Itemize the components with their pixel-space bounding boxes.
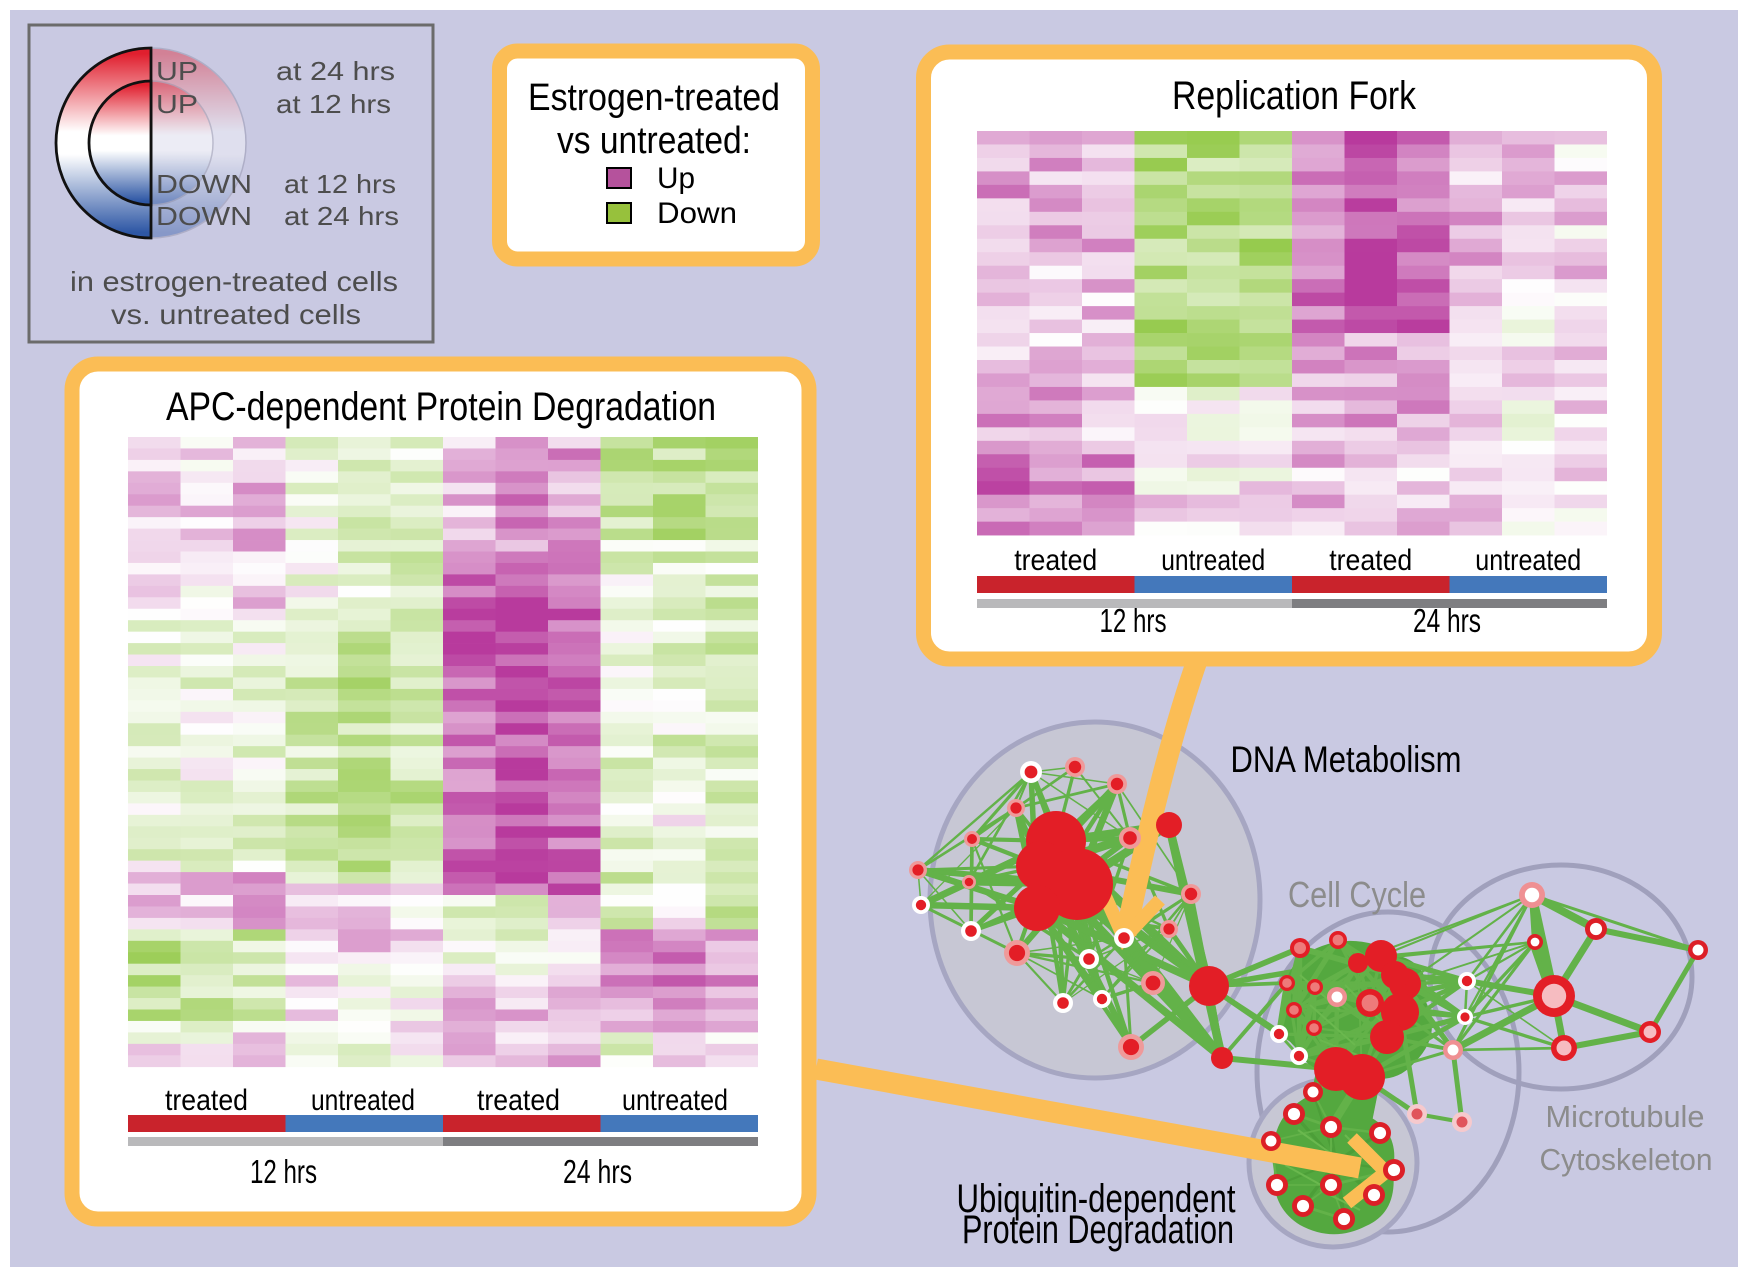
svg-text:UP: UP	[156, 56, 198, 86]
svg-text:vs. untreated cells: vs. untreated cells	[111, 299, 361, 330]
svg-text:at 24 hrs: at 24 hrs	[284, 201, 399, 231]
svg-text:treated: treated	[1329, 544, 1412, 577]
svg-text:24 hrs: 24 hrs	[563, 1153, 632, 1190]
svg-text:UP: UP	[156, 89, 198, 119]
svg-text:vs untreated:: vs untreated:	[557, 120, 751, 162]
svg-text:24 hrs: 24 hrs	[1413, 602, 1481, 639]
svg-text:treated: treated	[165, 1084, 248, 1117]
svg-text:DNA Metabolism: DNA Metabolism	[1231, 739, 1462, 780]
svg-text:DOWN: DOWN	[156, 201, 252, 231]
svg-text:at 24 hrs: at 24 hrs	[276, 56, 395, 86]
svg-text:Up: Up	[657, 162, 695, 195]
svg-text:untreated: untreated	[311, 1084, 415, 1117]
svg-text:Ubiquitin-dependent: Ubiquitin-dependent	[957, 1177, 1236, 1221]
svg-text:12 hrs: 12 hrs	[1100, 602, 1167, 639]
svg-text:DOWN: DOWN	[156, 169, 252, 199]
svg-text:treated: treated	[477, 1084, 560, 1117]
svg-text:at 12 hrs: at 12 hrs	[276, 89, 391, 119]
svg-text:Cytoskeleton: Cytoskeleton	[1540, 1142, 1713, 1177]
svg-text:Microtubule: Microtubule	[1546, 1099, 1705, 1134]
svg-text:Cell Cycle: Cell Cycle	[1288, 874, 1426, 915]
svg-text:APC-dependent Protein Degradat: APC-dependent Protein Degradation	[166, 385, 716, 429]
svg-text:12 hrs: 12 hrs	[250, 1153, 317, 1190]
svg-text:untreated: untreated	[1475, 544, 1581, 577]
svg-text:Replication Fork: Replication Fork	[1172, 74, 1417, 118]
svg-text:Down: Down	[657, 197, 737, 230]
svg-text:untreated: untreated	[622, 1084, 728, 1117]
svg-text:Protein Degradation: Protein Degradation	[962, 1208, 1234, 1252]
svg-text:Estrogen-treated: Estrogen-treated	[528, 77, 780, 119]
svg-text:at 12 hrs: at 12 hrs	[284, 169, 396, 199]
svg-text:treated: treated	[1014, 544, 1097, 577]
svg-text:untreated: untreated	[1161, 544, 1265, 577]
svg-text:in estrogen-treated cells: in estrogen-treated cells	[70, 266, 398, 297]
